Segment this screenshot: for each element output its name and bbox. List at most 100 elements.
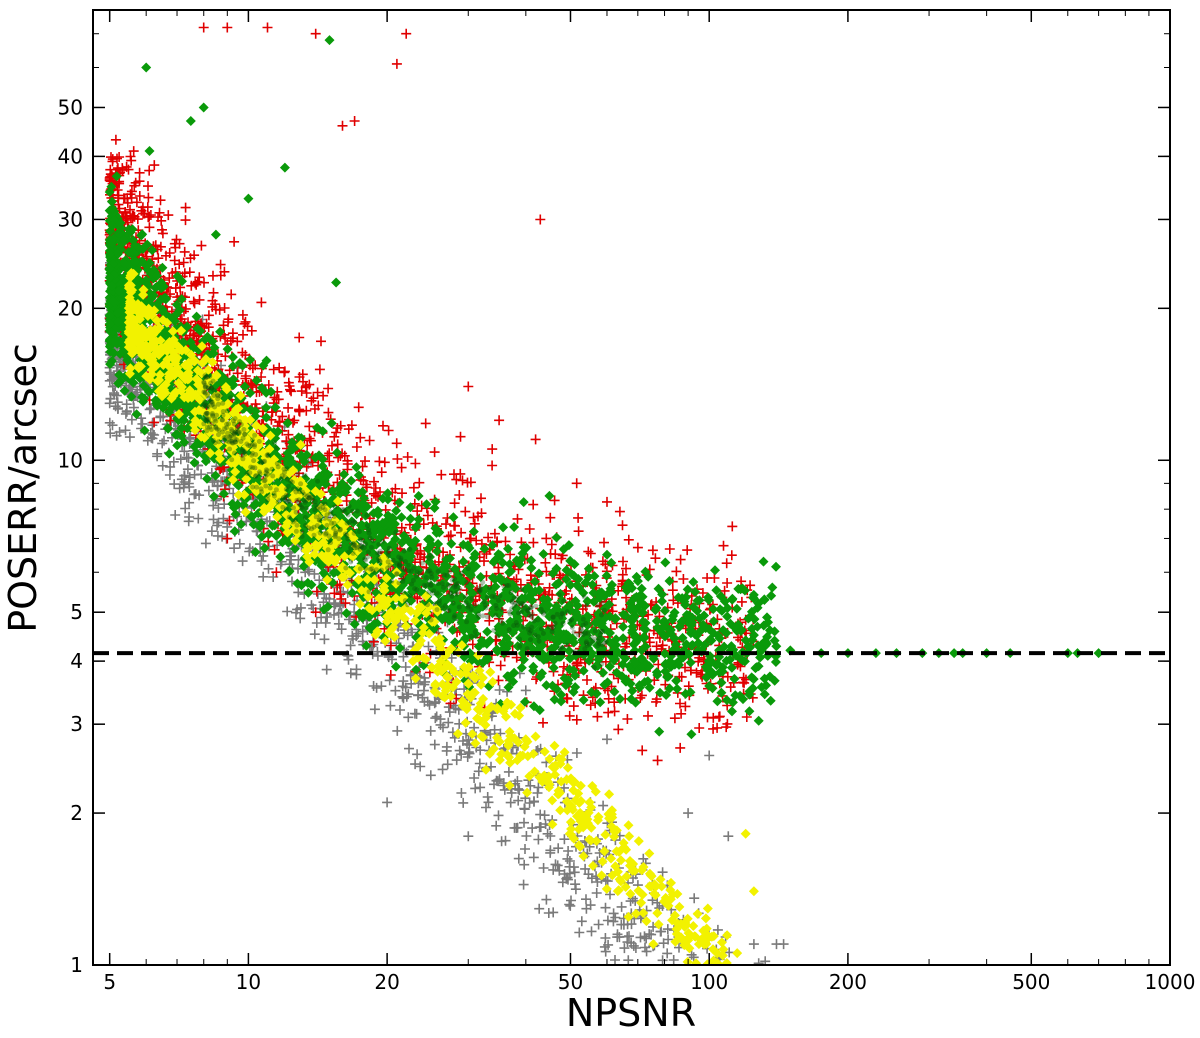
data-point-s0 [430,713,441,724]
data-point-s0 [541,894,552,905]
data-point-s0 [475,782,486,793]
data-point-s0 [539,810,550,821]
data-point-s0 [168,456,179,467]
data-point-s0 [286,550,297,561]
data-point-s0 [619,943,630,954]
data-point-s0 [112,404,123,414]
data-point-s0 [534,903,545,914]
data-point-s0 [417,692,428,703]
data-point-s0 [533,782,544,793]
data-point-s0 [106,374,117,385]
data-point-s0 [554,865,565,876]
data-point-s0 [463,747,474,758]
data-point-s0 [570,884,581,895]
data-point-s0 [562,872,573,883]
data-point-s0 [398,676,409,687]
data-point-s0 [662,924,673,935]
data-point-s0 [494,685,505,695]
data-point-s0 [519,817,529,828]
data-point-s0 [610,955,620,965]
data-point-s0 [425,770,436,781]
data-point-s0 [518,879,529,890]
data-point-s0 [686,949,697,960]
data-point-s0 [550,859,561,870]
data-point-s0 [463,831,474,842]
data-point-s0 [753,958,764,965]
data-point-s0 [491,820,502,831]
data-point-s0 [581,894,591,905]
data-point-s0 [423,641,434,652]
data-point-s0 [329,609,339,620]
data-point-s1 [134,167,145,178]
data-point-s0 [309,629,320,640]
data-point-s0 [570,879,581,890]
data-point-s0 [321,593,332,604]
data-point-s0 [415,761,426,772]
data-point-s0 [183,453,194,463]
data-point-s0 [574,927,585,938]
data-point-s0 [605,889,615,900]
data-point-s0 [395,705,405,715]
data-point-s0 [438,722,448,733]
data-point-s0 [200,538,211,549]
data-point-s0 [184,497,195,508]
data-point-s0 [525,780,536,791]
data-point-s0 [124,432,135,443]
data-point-s0 [644,929,655,940]
data-point-s0 [499,784,510,795]
data-point-s0 [155,411,166,422]
data-point-s0 [470,783,481,794]
data-point-s0 [576,916,587,927]
data-point-s0 [128,402,139,413]
data-point-s0 [351,631,362,642]
data-point-s0 [229,543,240,554]
data-point-s0 [543,908,554,918]
data-point-s0 [444,707,455,718]
data-point-s0 [170,510,181,520]
data-point-s0 [179,446,190,457]
data-point-s0 [175,454,186,465]
data-point-s0 [580,863,591,874]
data-point-s1 [110,134,121,145]
data-point-s0 [509,822,520,833]
data-point-s0 [351,669,362,680]
data-point-s0 [521,831,532,841]
data-point-s0 [212,520,223,531]
data-point-s0 [104,375,115,386]
data-point-s0 [463,735,474,745]
data-point-s0 [689,893,700,904]
data-point-s0 [183,478,194,489]
data-point-s0 [121,399,132,410]
data-point-s0 [559,834,570,845]
data-point-s0 [533,834,544,845]
data-point-s0 [475,745,486,756]
data-point-s0 [451,755,462,766]
data-point-s0 [345,668,356,679]
data-point-s0 [616,901,627,912]
data-point-s0 [520,844,530,854]
data-point-s0 [344,614,354,625]
data-point-s0 [482,792,493,802]
data-point-s0 [109,388,120,398]
data-point-s0 [333,618,344,629]
data-point-s0 [419,696,430,707]
data-point-s0 [603,939,614,950]
data-point-s0 [126,414,137,425]
data-point-s0 [538,863,549,873]
data-point-s0 [571,748,582,758]
data-point-s0 [548,864,559,875]
data-point-s0 [345,640,356,651]
data-point-s0 [442,759,453,770]
data-point-s0 [443,717,454,728]
data-point-s0 [712,924,723,935]
data-point-s0 [562,853,573,864]
data-point-s0 [105,393,116,404]
data-point-s0 [409,708,420,719]
data-points [104,22,1104,965]
data-point-s0 [369,704,380,715]
data-point-s0 [474,758,485,769]
data-point-s0 [176,474,187,485]
data-point-s0 [136,413,147,424]
data-point-s0 [256,556,267,566]
data-point-s0 [435,719,446,730]
